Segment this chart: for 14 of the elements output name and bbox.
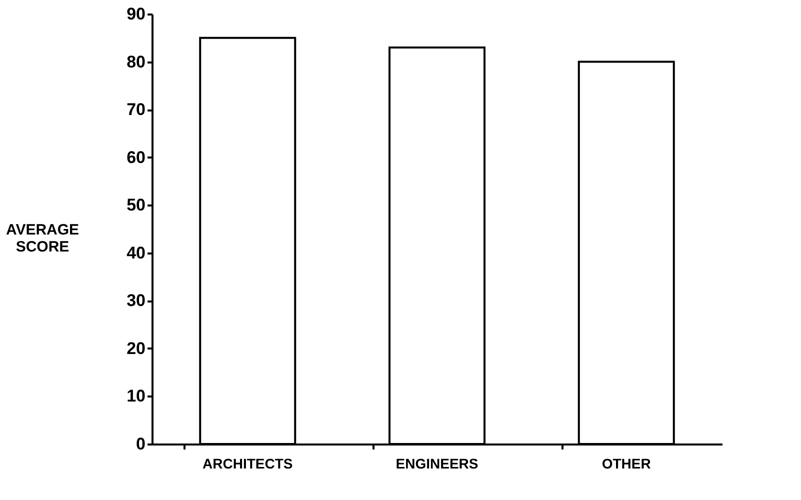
x-tick-label: ENGINEERS: [396, 456, 478, 472]
y-tick-label: 20: [126, 338, 146, 358]
y-tick-label: 40: [126, 243, 146, 262]
y-tick-label: 80: [126, 52, 146, 72]
y-tick-label: 50: [126, 196, 146, 215]
y-tick-label: 30: [126, 291, 146, 310]
y-tick-label: 70: [126, 100, 146, 120]
x-tick-label: ARCHITECTS: [202, 456, 293, 472]
y-tick-label: 90: [126, 4, 146, 24]
y-tick-label: 10: [126, 386, 146, 406]
y-axis-title: AVERAGE SCORE: [6, 222, 80, 256]
x-tick-label: OTHER: [602, 456, 651, 472]
y-tick-label: 0: [136, 434, 146, 454]
y-tick-label: 60: [126, 148, 146, 167]
